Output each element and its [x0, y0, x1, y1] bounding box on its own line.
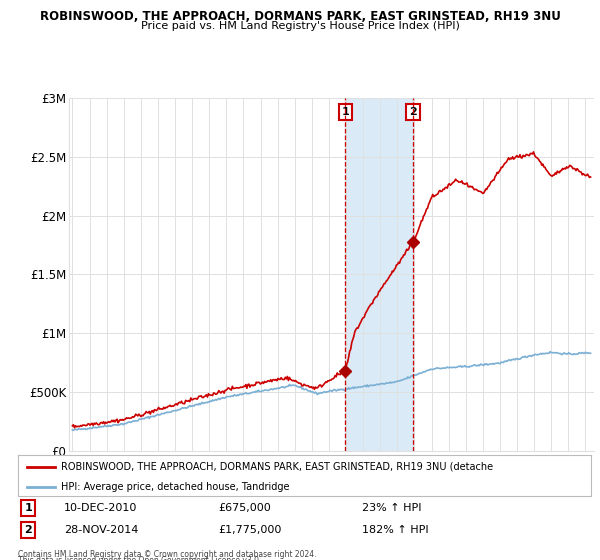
Text: This data is licensed under the Open Government Licence v3.0.: This data is licensed under the Open Gov… — [18, 556, 262, 560]
Text: ROBINSWOOD, THE APPROACH, DORMANS PARK, EAST GRINSTEAD, RH19 3NU: ROBINSWOOD, THE APPROACH, DORMANS PARK, … — [40, 10, 560, 23]
Text: 1: 1 — [25, 503, 32, 513]
Text: HPI: Average price, detached house, Tandridge: HPI: Average price, detached house, Tand… — [61, 482, 289, 492]
Bar — [345, 98, 413, 451]
Text: 2: 2 — [409, 107, 417, 117]
Text: Price paid vs. HM Land Registry's House Price Index (HPI): Price paid vs. HM Land Registry's House … — [140, 21, 460, 31]
Text: £675,000: £675,000 — [218, 503, 271, 513]
Text: ROBINSWOOD, THE APPROACH, DORMANS PARK, EAST GRINSTEAD, RH19 3NU (detache: ROBINSWOOD, THE APPROACH, DORMANS PARK, … — [61, 461, 493, 472]
Text: 2: 2 — [25, 525, 32, 535]
Text: Contains HM Land Registry data © Crown copyright and database right 2024.: Contains HM Land Registry data © Crown c… — [18, 550, 317, 559]
Text: 28-NOV-2014: 28-NOV-2014 — [64, 525, 138, 535]
Text: 10-DEC-2010: 10-DEC-2010 — [64, 503, 137, 513]
Text: 23% ↑ HPI: 23% ↑ HPI — [362, 503, 421, 513]
Text: 1: 1 — [341, 107, 349, 117]
Text: 182% ↑ HPI: 182% ↑ HPI — [362, 525, 428, 535]
Text: £1,775,000: £1,775,000 — [218, 525, 282, 535]
